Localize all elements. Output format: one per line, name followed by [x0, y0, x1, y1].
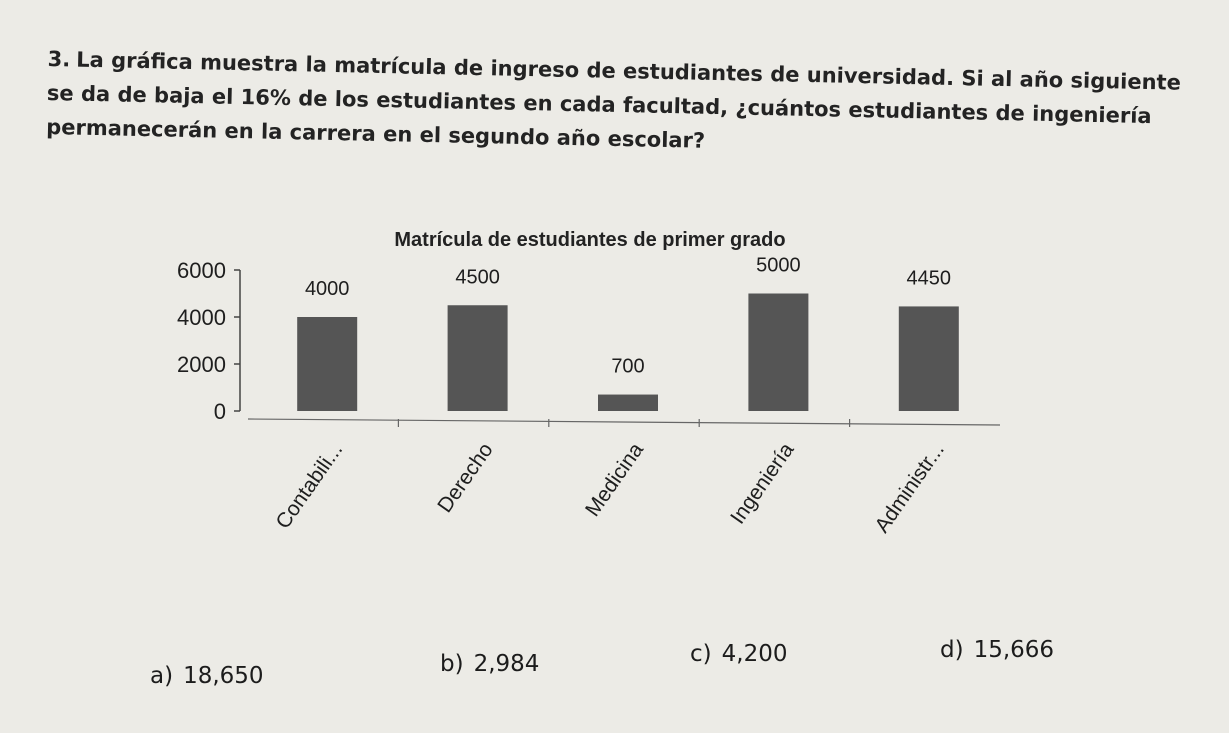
x-tick-label: Ingeniería [726, 438, 799, 528]
option-c[interactable]: c) 4,200 [690, 641, 787, 667]
option-value: 4,200 [721, 641, 788, 667]
option-letter: a) [150, 663, 174, 689]
bar [748, 293, 809, 411]
y-tick-label: 2000 [177, 352, 226, 377]
data-labels-group: 4000 4500 700 5000 4450 [305, 255, 951, 378]
bar [598, 394, 658, 411]
data-label: 5000 [756, 255, 801, 277]
bars-group [297, 293, 959, 411]
option-b[interactable]: b) 2,984 [440, 651, 539, 677]
option-letter: b) [440, 651, 464, 677]
y-axis: 0 2000 4000 6000 [177, 258, 241, 424]
x-tick-label: Medicina [581, 438, 648, 520]
x-tick-label: Contabili... [272, 439, 348, 533]
y-tick-label: 4000 [177, 305, 226, 330]
data-label: 4500 [455, 266, 500, 288]
x-tick-label: Derecho [433, 439, 497, 517]
chart-title: Matrícula de estudiantes de primer grado [394, 229, 785, 251]
data-label: 700 [611, 356, 644, 378]
option-a[interactable]: a) 18,650 [150, 663, 264, 689]
option-value: 18,650 [183, 663, 264, 689]
x-axis [247, 418, 1001, 427]
bar [898, 306, 959, 411]
bar [447, 305, 508, 411]
option-value: 15,666 [973, 637, 1055, 663]
x-axis-line [247, 418, 1001, 426]
bar [297, 317, 358, 411]
y-tick-label: 0 [214, 399, 226, 424]
data-label: 4000 [305, 278, 350, 300]
x-tick-labels-group: Contabili... Derecho Medicina Ingeniería Adm… [272, 438, 949, 537]
data-label: 4450 [907, 267, 952, 289]
x-tick-label: Administr... [870, 439, 948, 537]
y-tick-label: 6000 [177, 258, 226, 283]
option-letter: c) [690, 641, 712, 667]
option-value: 2,984 [473, 651, 540, 677]
option-letter: d) [940, 637, 964, 663]
option-d[interactable]: d) 15,666 [940, 637, 1054, 663]
